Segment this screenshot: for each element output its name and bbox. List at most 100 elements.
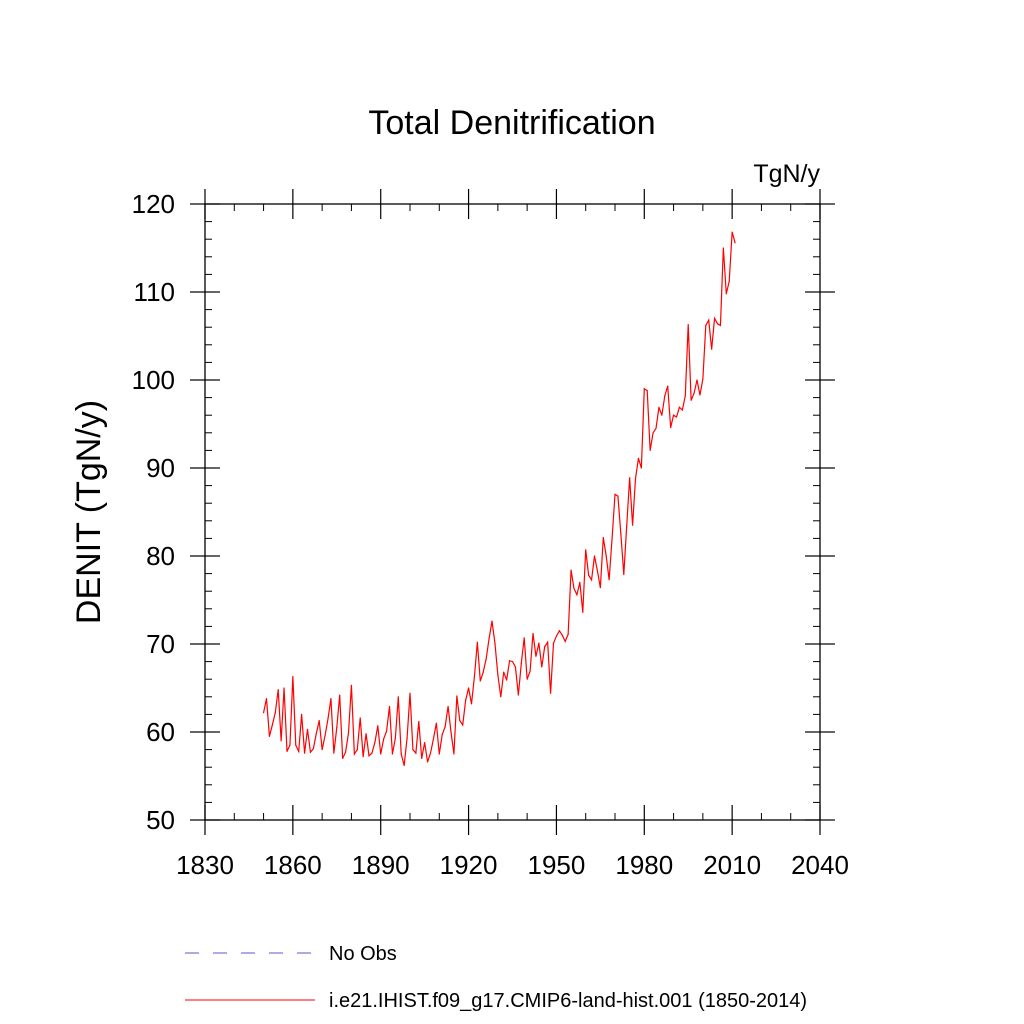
data-point: [339, 694, 341, 696]
data-point: [567, 633, 569, 635]
data-point: [456, 695, 458, 697]
plot-frame: [204, 203, 821, 821]
y-tick-label: 120: [132, 189, 175, 219]
legend-label-no-obs: No Obs: [329, 943, 397, 965]
data-point: [722, 247, 724, 249]
data-point: [631, 524, 634, 526]
data-point: [476, 641, 478, 643]
y-tick-label: 60: [146, 717, 175, 747]
data-point: [447, 705, 449, 708]
data-point: [336, 727, 338, 729]
data-point: [637, 457, 640, 459]
data-point: [719, 324, 722, 327]
y-tick-labels: 50 60 70 80 90 100 110 120: [132, 189, 175, 835]
data-point: [298, 750, 300, 752]
data-point: [699, 394, 701, 396]
data-point: [453, 753, 455, 755]
data-point: [306, 728, 309, 730]
data-point: [544, 646, 546, 648]
x-tick-label: 1830: [176, 850, 234, 880]
data-point: [734, 242, 736, 244]
data-point: [538, 642, 540, 644]
data-point: [303, 752, 306, 754]
data-point: [470, 703, 473, 705]
y-tick-label: 110: [134, 277, 175, 307]
data-point: [444, 726, 446, 728]
data-point: [421, 757, 423, 760]
data-point: [473, 675, 476, 678]
data-point: [514, 666, 517, 668]
data-point: [667, 385, 669, 387]
data-point: [262, 712, 265, 714]
data-point: [549, 692, 552, 694]
data-point: [561, 634, 563, 636]
data-point: [728, 280, 730, 283]
data-point: [614, 493, 616, 495]
data-point: [585, 549, 587, 551]
data-point: [696, 379, 698, 381]
x-tick-labels: 1830 1860 1890 1920 1950 1980 2010 2040: [176, 850, 849, 880]
data-point: [517, 694, 519, 696]
data-point: [629, 477, 631, 479]
data-point: [708, 319, 710, 321]
data-point: [558, 630, 560, 632]
data-point: [626, 525, 628, 527]
data-point: [582, 611, 584, 613]
data-point: [670, 426, 672, 429]
data-point: [570, 569, 572, 571]
data-point: [438, 753, 440, 755]
data-point: [725, 293, 727, 295]
data-point: [377, 725, 379, 727]
legend: No Obs i.e21.IHIST.f09_g17.CMIP6-land-hi…: [185, 943, 807, 1012]
data-point: [482, 671, 484, 673]
data-point: [497, 674, 499, 676]
units-label: TgN/y: [753, 160, 820, 188]
data-point: [418, 720, 420, 723]
data-point: [342, 757, 344, 760]
data-point: [415, 752, 417, 754]
data-point: [368, 755, 370, 757]
data-point: [491, 620, 493, 622]
data-point: [383, 738, 385, 740]
chart-title: Total Denitrification: [368, 104, 655, 142]
data-point: [503, 671, 505, 673]
data-point: [602, 536, 604, 539]
data-point: [388, 705, 391, 708]
data-point: [687, 323, 689, 326]
data-point: [312, 748, 314, 750]
data-point: [268, 735, 271, 738]
series-line: [262, 231, 736, 766]
data-point: [535, 655, 537, 657]
data-point: [397, 696, 399, 698]
data-point: [315, 733, 317, 735]
data-point: [661, 414, 663, 416]
data-point: [678, 406, 681, 408]
data-point: [362, 756, 364, 758]
data-point: [608, 579, 610, 581]
data-point: [295, 744, 297, 746]
data-point: [318, 719, 320, 722]
data-point: [716, 323, 719, 325]
y-tick-label: 80: [146, 541, 175, 571]
y-tick-label: 90: [146, 453, 175, 483]
data-point: [702, 378, 704, 380]
data-point: [356, 749, 358, 751]
data-point: [508, 660, 511, 662]
data-point: [450, 731, 452, 733]
y-tick-label: 100: [132, 365, 175, 395]
x-tick-label: 2040: [791, 850, 849, 880]
data-point: [611, 537, 613, 540]
legend-label-model: i.e21.IHIST.f09_g17.CMIP6-land-hist.001 …: [329, 990, 807, 1012]
data-point: [350, 684, 353, 686]
data-point: [620, 533, 622, 535]
data-point: [693, 392, 695, 394]
data-point: [412, 749, 414, 751]
data-point: [576, 594, 578, 596]
data-point: [506, 679, 508, 681]
data-point: [532, 632, 534, 635]
data-point: [479, 680, 481, 682]
data-point: [353, 753, 355, 755]
data-point: [541, 666, 543, 668]
data-point: [283, 687, 285, 689]
data-point: [646, 389, 648, 392]
